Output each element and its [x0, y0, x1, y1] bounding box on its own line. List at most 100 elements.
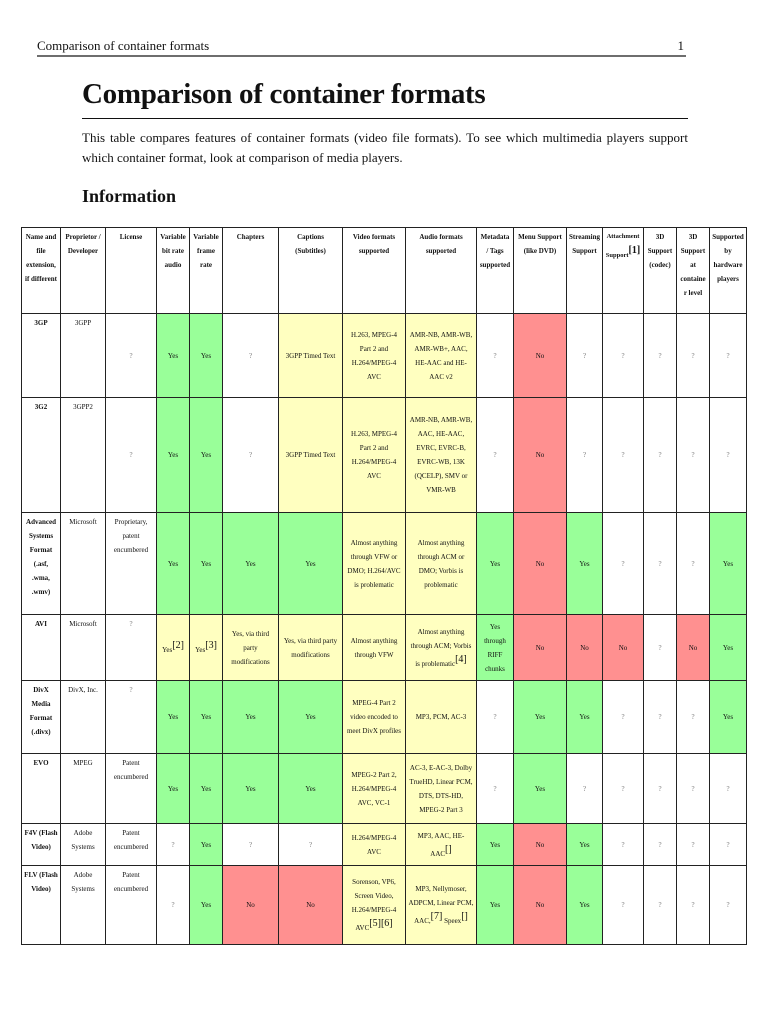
vfr-cell: Yes [189, 823, 223, 866]
audio-formats-cell: AC-3, E-AC-3, Dolby TrueHD, Linear PCM, … [405, 753, 477, 824]
menu-support-cell: No [513, 614, 567, 681]
vbr-audio-cell: Yes [156, 397, 190, 513]
footnote-link[interactable]: [7] [430, 911, 443, 922]
header-menu-support: Menu Support (like DVD) [513, 227, 567, 314]
streaming-cell: ? [566, 313, 603, 398]
menu-support-cell: No [513, 397, 567, 513]
developer-cell: Microsoft [60, 614, 106, 681]
footnote-link[interactable]: [5][6] [369, 918, 393, 929]
audio-formats-cell: AMR-NB, AMR-WB, AMR-WB+, AAC, HE-AAC and… [405, 313, 477, 398]
developer-cell: Adobe Systems [60, 865, 106, 945]
chapters-cell: No [222, 865, 279, 945]
header-hardware: Supported by hardware players [709, 227, 747, 314]
chapters-cell: ? [222, 397, 279, 513]
vbr-audio-cell: Yes[2] [156, 614, 190, 681]
chapters-cell: Yes [222, 680, 279, 754]
format-name[interactable]: FLV (Flash Video) [21, 865, 61, 945]
chapters-cell: Yes [222, 512, 279, 615]
vfr-cell: Yes [189, 512, 223, 615]
captions-cell: No [278, 865, 343, 945]
video-formats-cell: H.264/MPEG-4 AVC [342, 823, 406, 866]
footnote-link[interactable]: [1] [628, 245, 641, 256]
table-row: FLV (Flash Video) Adobe Systems Patent e… [21, 865, 747, 945]
metadata-cell: ? [476, 397, 514, 513]
streaming-cell: ? [566, 397, 603, 513]
table-row: Advanced Systems Format (.asf, .wma, .wm… [21, 512, 747, 615]
developer-cell: 3GPP2 [60, 397, 106, 513]
audio-formats-cell: MP3, AAC, HE-AAC[] [405, 823, 477, 866]
video-formats-cell: H.263, MPEG-4 Part 2 and H.264/MPEG-4 AV… [342, 397, 406, 513]
table-row: DivX Media Format (.divx) DivX, Inc. ? Y… [21, 680, 747, 754]
metadata-cell: Yes [476, 865, 514, 945]
metadata-cell: Yes through RIFF chunks [476, 614, 514, 681]
format-name[interactable]: 3G2 [21, 397, 61, 513]
footnote-link[interactable]: [3] [205, 639, 217, 651]
metadata-cell: ? [476, 753, 514, 824]
3d-codec-cell: ? [643, 823, 677, 866]
table-row: AVI Microsoft ? Yes[2] Yes[3] Yes, via t… [21, 614, 747, 681]
hardware-cell: ? [709, 397, 747, 513]
attachment-cell: ? [602, 313, 644, 398]
audio-formats-cell: MP3, PCM, AC-3 [405, 680, 477, 754]
header-name: Name and file extension, if different [21, 227, 61, 314]
chapters-cell: Yes, via third party modifications [222, 614, 279, 681]
audio-formats-cell: MP3, Nellymoser, ADPCM, Linear PCM, AAC,… [405, 865, 477, 945]
table-header-row: Name and file extension, if different Pr… [21, 227, 747, 314]
header-video-formats: Video formats supported [342, 227, 406, 314]
section-heading-information: Information [82, 186, 176, 206]
header-metadata: Metadata / Tags supported [476, 227, 514, 314]
header-3d-codec: 3D Support (codec) [643, 227, 677, 314]
3d-codec-cell: ? [643, 512, 677, 615]
header-developer: Proprietor / Developer [60, 227, 106, 314]
captions-cell: Yes [278, 753, 343, 824]
3d-codec-cell: ? [643, 313, 677, 398]
intro-paragraph: This table compares features of containe… [82, 130, 688, 165]
chapters-cell: ? [222, 313, 279, 398]
format-name[interactable]: F4V (Flash Video) [21, 823, 61, 866]
hardware-cell: ? [709, 753, 747, 824]
header-chapters: Chapters [222, 227, 279, 314]
footnote-link[interactable]: [] [445, 843, 452, 855]
streaming-cell: ? [566, 753, 603, 824]
comparison-table: Name and file extension, if different Pr… [21, 227, 747, 945]
menu-support-cell: Yes [513, 680, 567, 754]
streaming-cell: Yes [566, 512, 603, 615]
3d-container-cell: ? [676, 680, 710, 754]
format-name[interactable]: EVO [21, 753, 61, 824]
3d-container-cell: ? [676, 512, 710, 615]
3d-codec-cell: ? [643, 680, 677, 754]
footnote-link[interactable]: [2] [172, 639, 184, 651]
metadata-cell: ? [476, 680, 514, 754]
captions-cell: ? [278, 823, 343, 866]
format-name[interactable]: 3GP [21, 313, 61, 398]
hardware-cell: Yes [709, 614, 747, 681]
hardware-cell: Yes [709, 680, 747, 754]
footnote-link[interactable]: [] [461, 911, 468, 922]
metadata-cell: ? [476, 313, 514, 398]
header-3d-container: 3D Support at container level [676, 227, 710, 314]
3d-container-cell: ? [676, 865, 710, 945]
table-row: 3G2 3GPP2 ? Yes Yes ? 3GPP Timed Text H.… [21, 397, 747, 513]
hardware-cell: Yes [709, 512, 747, 615]
footnote-link[interactable]: [4] [455, 653, 467, 665]
attachment-cell: ? [602, 865, 644, 945]
vfr-cell: Yes[3] [189, 614, 223, 681]
attachment-cell: ? [602, 753, 644, 824]
metadata-cell: Yes [476, 823, 514, 866]
attachment-cell: ? [602, 512, 644, 615]
3d-container-cell: No [676, 614, 710, 681]
3d-container-cell: ? [676, 823, 710, 866]
format-name[interactable]: DivX Media Format (.divx) [21, 680, 61, 754]
format-name[interactable]: AVI [21, 614, 61, 681]
attachment-cell: No [602, 614, 644, 681]
license-cell: ? [105, 614, 157, 681]
license-cell: ? [105, 313, 157, 398]
header-captions: Captions (Subtitles) [278, 227, 343, 314]
page-title: Comparison of container formats [82, 76, 688, 119]
format-name[interactable]: Advanced Systems Format (.asf, .wma, .wm… [21, 512, 61, 615]
hardware-cell: ? [709, 313, 747, 398]
streaming-cell: Yes [566, 680, 603, 754]
video-formats-cell: Almost anything through VFW [342, 614, 406, 681]
developer-cell: Adobe Systems [60, 823, 106, 866]
vbr-audio-cell: ? [156, 865, 190, 945]
